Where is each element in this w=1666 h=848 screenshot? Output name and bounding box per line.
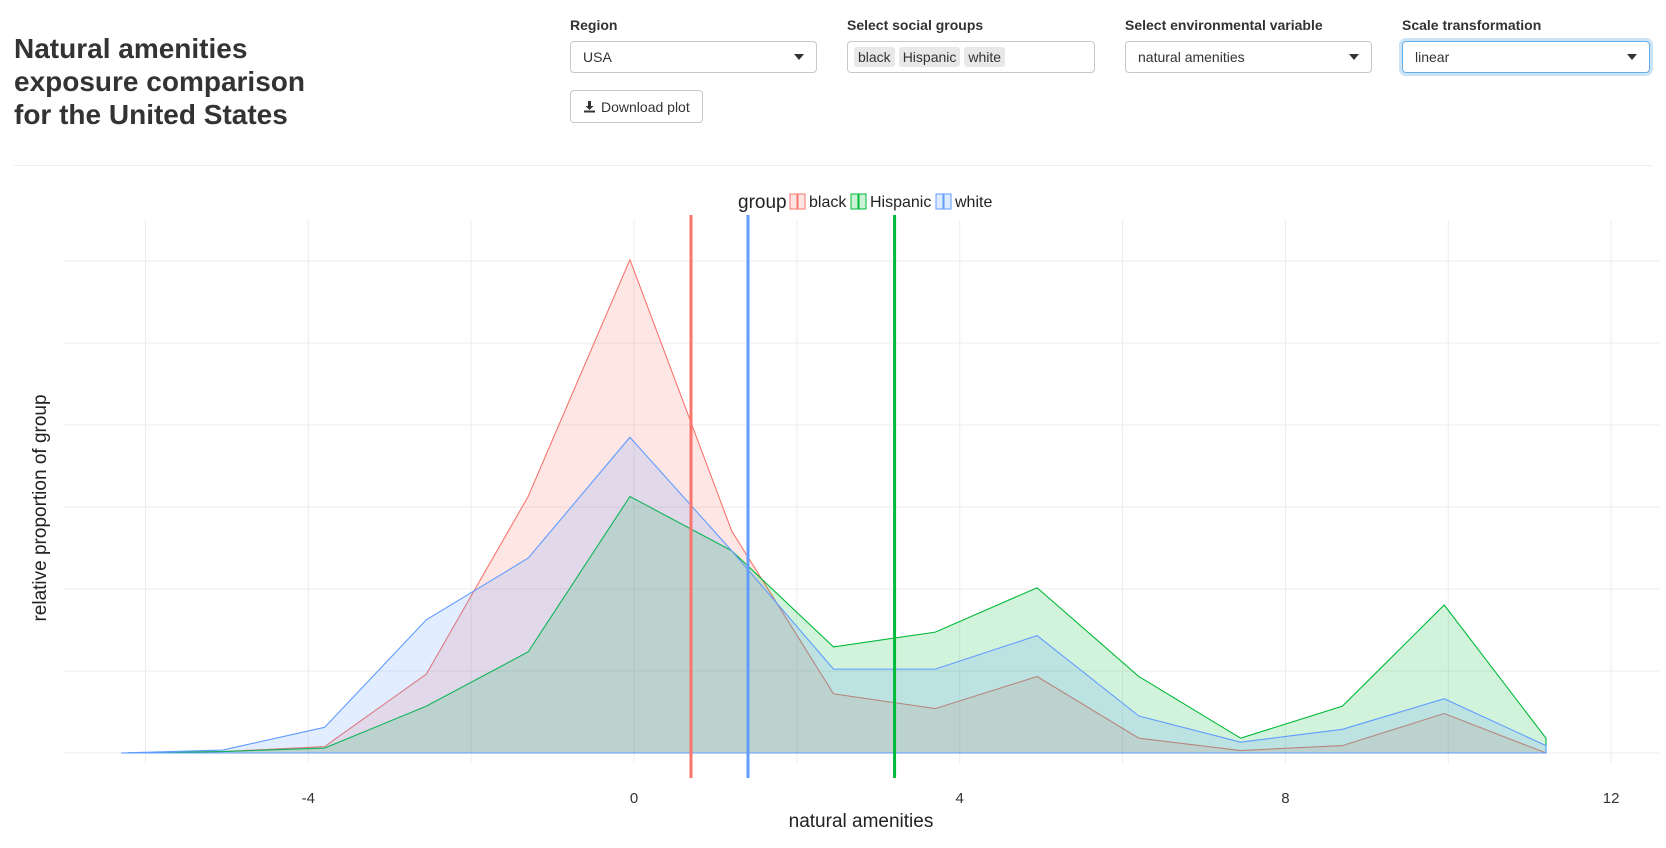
- area-black: [120, 258, 1547, 754]
- x-axis-ticks: -4 0 4 8 12: [302, 790, 1620, 807]
- chevron-down-icon: [794, 54, 804, 60]
- area-white: [120, 436, 1547, 754]
- legend-label-black: black: [809, 194, 847, 211]
- env-variable-label: Select environmental variable: [1125, 17, 1323, 33]
- scale-value: linear: [1415, 49, 1450, 65]
- chart-areas: [120, 258, 1547, 754]
- chevron-down-icon: [1627, 54, 1637, 60]
- x-tick-label: 0: [630, 790, 638, 807]
- download-icon: [584, 101, 595, 113]
- x-tick-label: 4: [956, 790, 964, 807]
- social-groups-select[interactable]: black Hispanic white: [847, 41, 1095, 73]
- scale-select[interactable]: linear: [1402, 41, 1650, 73]
- divider: [14, 165, 1652, 166]
- social-groups-label: Select social groups: [847, 17, 984, 33]
- chart-legend: group black Hispanic white: [738, 192, 992, 213]
- density-chart: -4 0 4 8 12 group black Hispanic white natural …: [30, 192, 1660, 832]
- x-tick-label: -4: [302, 790, 315, 807]
- region-label: Region: [570, 17, 618, 33]
- region-value: USA: [583, 49, 612, 65]
- download-plot-label: Download plot: [601, 98, 690, 115]
- page-title: Natural amenities exposure comparison fo…: [14, 33, 305, 130]
- x-tick-label: 12: [1603, 790, 1620, 807]
- env-variable-select[interactable]: natural amenities: [1125, 41, 1372, 73]
- group-chip-white[interactable]: white: [964, 47, 1006, 67]
- chart-mean-lines: [689, 215, 897, 778]
- group-chip-black[interactable]: black: [854, 47, 895, 67]
- download-plot-button[interactable]: Download plot: [570, 90, 703, 123]
- y-axis-label: relative proportion of group: [30, 394, 51, 621]
- env-variable-value: natural amenities: [1138, 49, 1245, 65]
- chevron-down-icon: [1349, 54, 1359, 60]
- legend-label-white: white: [954, 194, 992, 211]
- x-tick-label: 8: [1281, 790, 1289, 807]
- group-chip-hispanic[interactable]: Hispanic: [898, 47, 961, 67]
- legend-title: group: [738, 192, 787, 213]
- area-hispanic: [120, 495, 1547, 754]
- x-axis-label: natural amenities: [789, 811, 934, 832]
- region-select[interactable]: USA: [570, 41, 817, 73]
- legend-label-hispanic: Hispanic: [870, 194, 931, 211]
- scale-label: Scale transformation: [1402, 17, 1542, 33]
